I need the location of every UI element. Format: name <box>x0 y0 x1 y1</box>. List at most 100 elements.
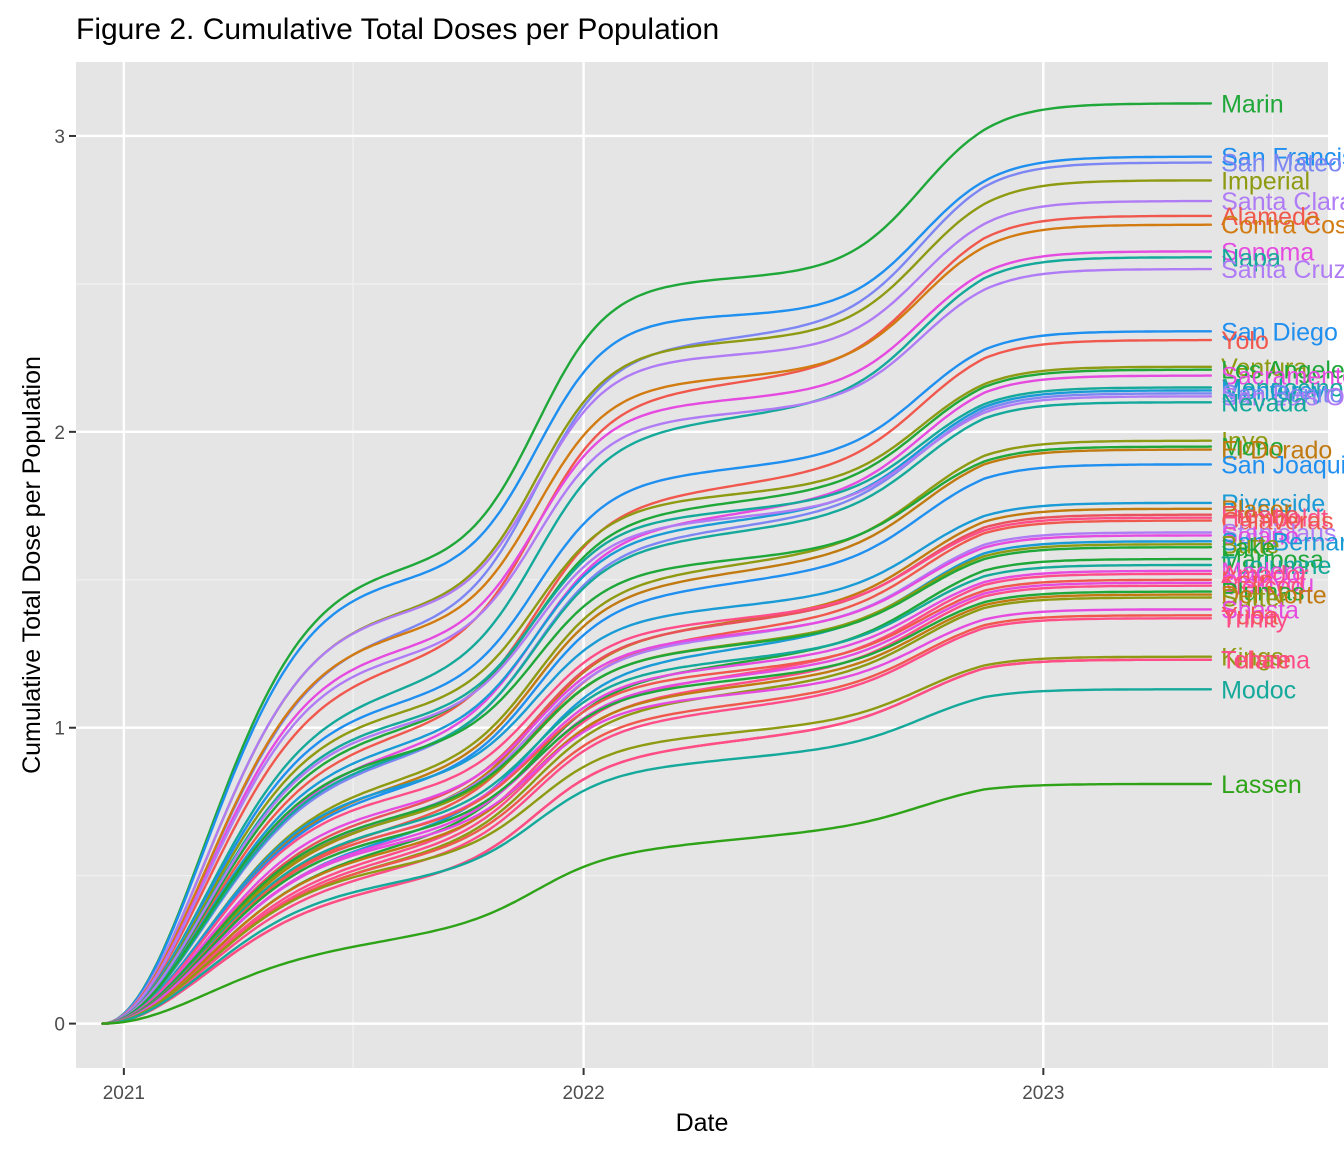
series-line-kings <box>101 655 1213 1025</box>
series-line-los-angeles <box>101 368 1213 1025</box>
series-label-santa-clara: Santa Clara <box>1221 188 1344 216</box>
series-label-san-francisco: San Francisco <box>1221 144 1344 172</box>
series-label-imperial: Imperial <box>1221 167 1310 195</box>
series-label-shasta: Shasta <box>1221 596 1299 624</box>
series-line-el-dorado <box>101 448 1213 1025</box>
series-label-amador: Amador <box>1221 561 1309 589</box>
series-line-san-francisco <box>101 155 1213 1025</box>
series-label-yuba: Yuba <box>1221 602 1278 630</box>
series-line-humboldt <box>101 516 1213 1025</box>
series-label-plumas: Plumas <box>1221 579 1304 607</box>
series-label-riverside: Riverside <box>1221 490 1325 518</box>
series-line-san-benito <box>101 392 1213 1025</box>
series-label-napa: Napa <box>1221 244 1281 272</box>
series-label-los-angeles: Los Angeles <box>1221 357 1344 385</box>
series-line-trinity <box>101 617 1213 1025</box>
series-label-san-benito: San Benito <box>1221 380 1343 408</box>
series-label-lake: Lake <box>1221 534 1275 562</box>
chart-title: Figure 2. Cumulative Total Doses per Pop… <box>76 13 719 46</box>
series-line-napa <box>101 256 1213 1025</box>
series-line-tehama <box>101 658 1213 1025</box>
series-line-contra-costa <box>101 223 1213 1025</box>
series-label-el-dorado: El Dorado <box>1221 437 1332 465</box>
series-label-solano: Solano <box>1221 522 1299 550</box>
series-label-inyo: Inyo <box>1221 428 1268 456</box>
series-label-del-norte: Del Norte <box>1221 582 1327 610</box>
y-tick-label: 0 <box>54 1015 65 1036</box>
series-label-kings: Kings <box>1221 644 1284 672</box>
series-line-yolo <box>101 338 1213 1025</box>
series-line-solano <box>101 534 1213 1025</box>
series-label-madera: Madera <box>1221 558 1306 586</box>
series-line-lassen <box>101 782 1213 1025</box>
series-line-del-norte <box>101 593 1213 1025</box>
major-gridlines <box>76 62 1328 1068</box>
series-label-sonoma: Sonoma <box>1221 238 1314 266</box>
series-line-nevada <box>101 401 1213 1025</box>
x-tick-label: 2022 <box>562 1083 604 1104</box>
series-line-monterey <box>101 389 1213 1025</box>
x-tick-label: 2021 <box>103 1083 145 1104</box>
series-lines <box>101 102 1213 1025</box>
series-label-mariposa: Mariposa <box>1221 546 1324 574</box>
series-label-tulare: Tulare <box>1221 647 1291 675</box>
series-line-plumas <box>101 590 1213 1025</box>
series-label-alameda: Alameda <box>1221 203 1320 231</box>
series-line-inyo <box>101 439 1213 1025</box>
series-line-mono <box>101 445 1213 1025</box>
series-label-stanislaus: Stanislaus <box>1221 519 1336 547</box>
y-axis-title: Cumulative Total Dose per Population <box>18 356 46 774</box>
series-label-san-diego: San Diego <box>1221 318 1338 346</box>
series-label-monterey: Monterey <box>1221 377 1326 405</box>
series-label-kern: Kern <box>1221 567 1274 595</box>
y-tick-label: 2 <box>54 423 65 444</box>
series-line-san-luis-obispo <box>101 395 1213 1025</box>
series-line-modoc <box>101 688 1213 1025</box>
x-axis-title: Date <box>676 1109 729 1137</box>
y-tick-label: 3 <box>54 127 65 148</box>
series-label-mendocino: Mendocino <box>1221 374 1343 402</box>
series-label-trinity: Trinity <box>1221 605 1289 633</box>
series-line-riverside <box>101 501 1213 1025</box>
series-label-humboldt: Humboldt <box>1221 505 1328 533</box>
x-tick-label: 2023 <box>1022 1083 1064 1104</box>
series-label-siskiyou: Siskiyou <box>1221 570 1314 598</box>
series-label-merced: Merced <box>1221 573 1304 601</box>
series-line-mendocino <box>101 386 1213 1025</box>
series-label-san-joaquin: San Joaquin <box>1221 451 1344 479</box>
series-label-tehama: Tehama <box>1221 647 1310 675</box>
series-line-ventura <box>101 365 1213 1025</box>
y-tick-label: 1 <box>54 719 65 740</box>
series-line-alameda <box>101 214 1213 1025</box>
series-line-san-diego <box>101 330 1213 1025</box>
series-label-modoc: Modoc <box>1221 676 1296 704</box>
series-label-marin: Marin <box>1221 90 1284 118</box>
series-line-san-joaquin <box>101 463 1213 1025</box>
series-line-lake <box>101 546 1213 1025</box>
series-label-sutter: Sutter <box>1221 585 1288 613</box>
series-label-san-mateo: San Mateo <box>1221 150 1342 178</box>
series-line-tuolumne <box>101 563 1213 1025</box>
series-label-san-luis-obispo: San Luis Obispo <box>1221 383 1344 411</box>
series-label-placer: Placer <box>1221 496 1292 524</box>
series-line-sonoma <box>101 250 1213 1025</box>
series-label-fresno: Fresno <box>1221 502 1299 530</box>
series-line-fresno <box>101 513 1213 1025</box>
series-label-lassen: Lassen <box>1221 771 1302 799</box>
series-label-nevada: Nevada <box>1221 389 1307 417</box>
series-label-sacramento: Sacramento <box>1221 363 1344 391</box>
series-label-butte: Butte <box>1221 531 1279 559</box>
series-line-shasta <box>101 608 1213 1025</box>
series-label-mono: Mono <box>1221 434 1284 462</box>
series-label-tuolumne: Tuolumne <box>1221 552 1331 580</box>
x-axis: 2021 2022 2023 <box>103 1068 1064 1104</box>
series-label-calaveras: Calaveras <box>1221 508 1334 536</box>
series-label-contra-costa: Contra Costa <box>1221 212 1344 240</box>
series-line-marin <box>101 102 1213 1025</box>
series-label-ventura: Ventura <box>1221 354 1307 382</box>
series-label-santa-cruz: Santa Cruz <box>1221 256 1344 284</box>
series-label-san-bernardino: San Bernardino <box>1221 528 1344 556</box>
y-axis: 0 1 2 3 <box>54 127 76 1036</box>
